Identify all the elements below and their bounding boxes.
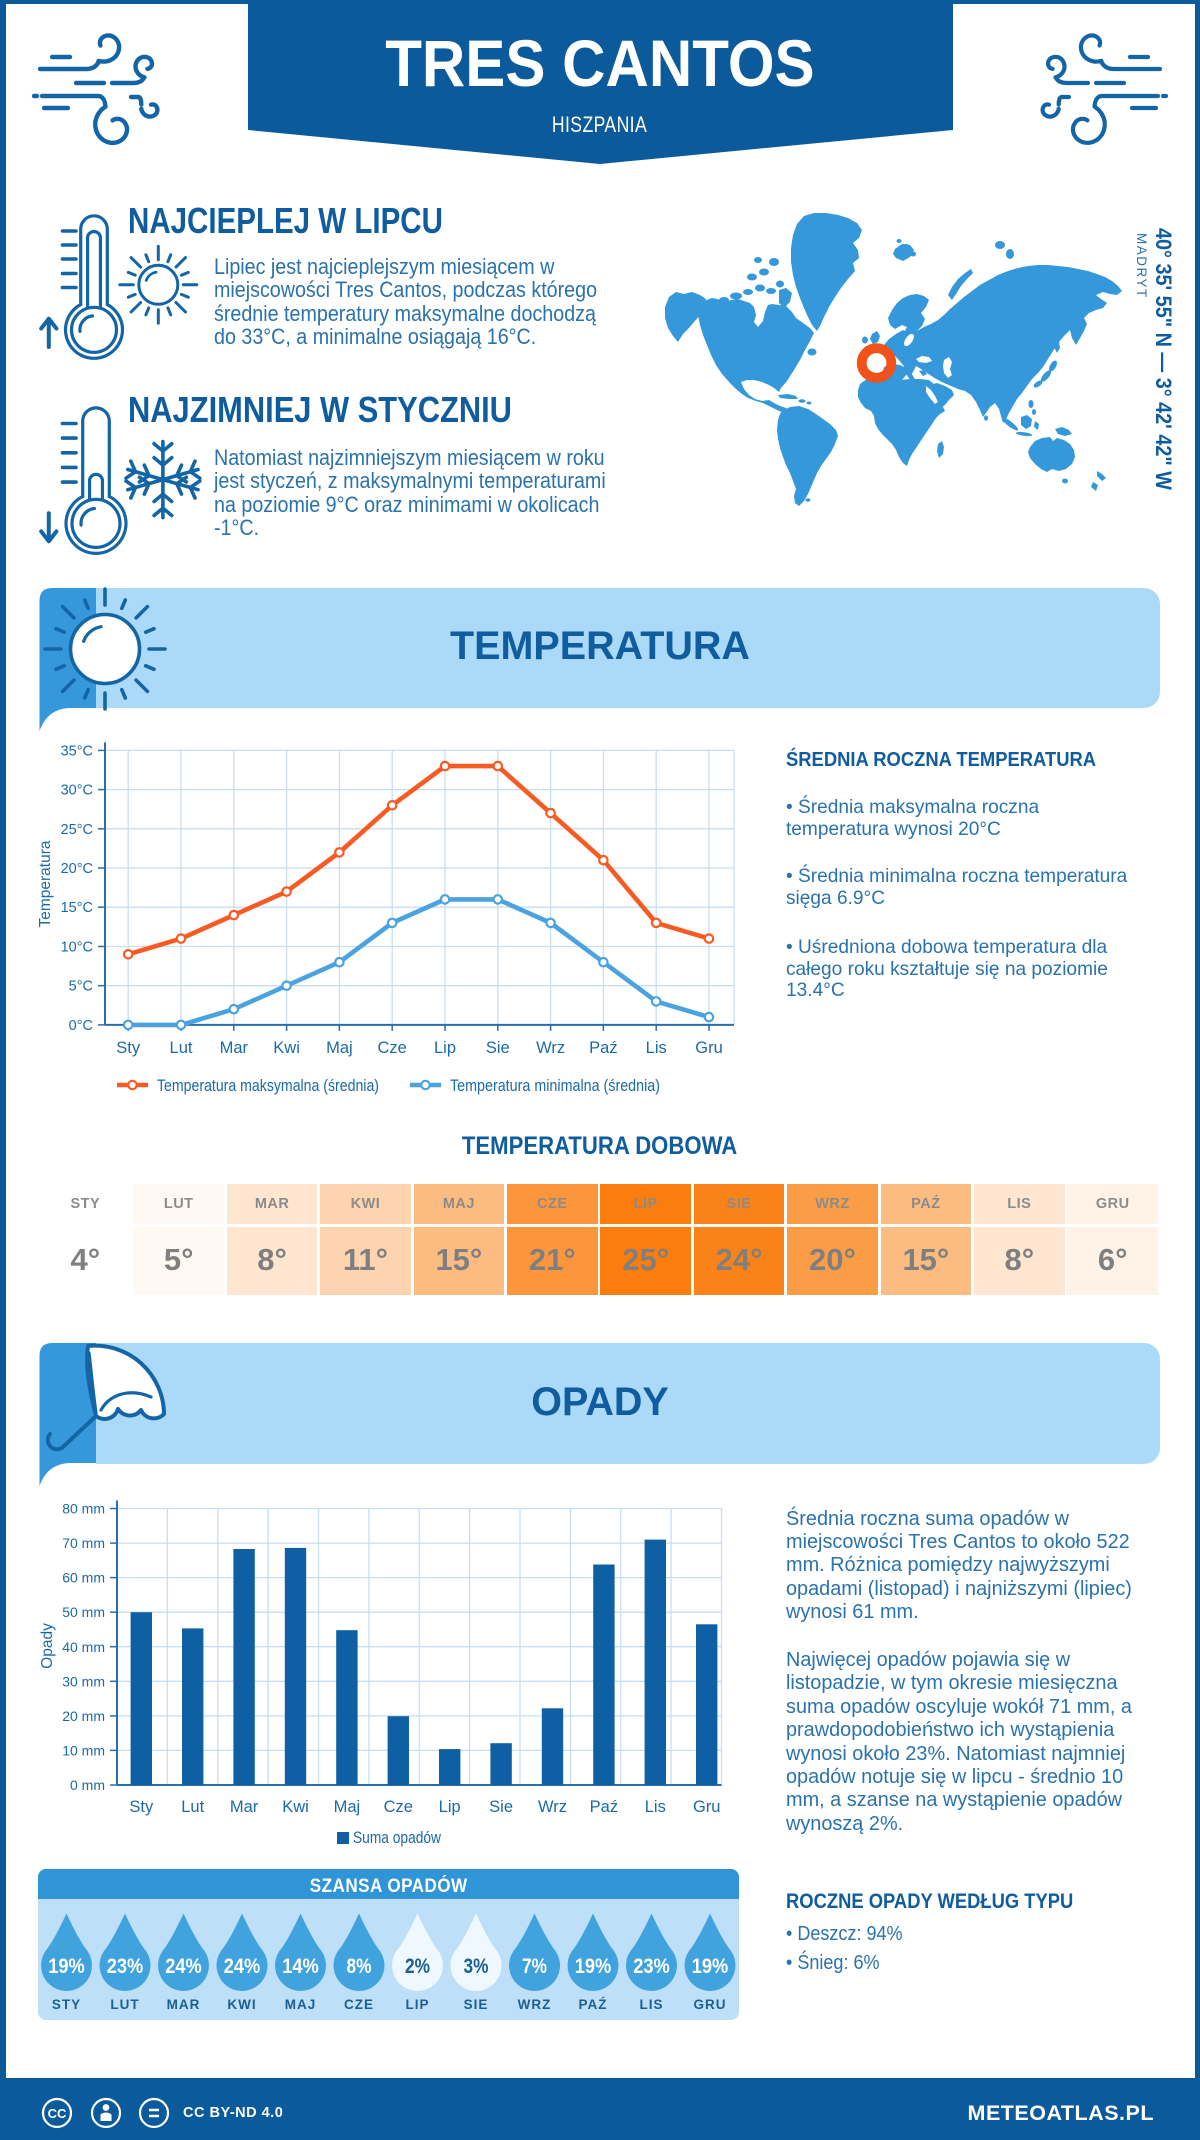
svg-text:Cze: Cze <box>384 1798 413 1816</box>
svg-text:5°C: 5°C <box>69 979 93 995</box>
svg-text:Lut: Lut <box>170 1039 193 1057</box>
svg-text:19%: 19% <box>575 1955 612 1978</box>
svg-text:8%: 8% <box>347 1955 372 1978</box>
svg-text:35°C: 35°C <box>61 743 93 759</box>
svg-text:10°C: 10°C <box>61 940 93 956</box>
svg-text:10 mm: 10 mm <box>62 1742 105 1758</box>
svg-text:Sty: Sty <box>116 1039 141 1057</box>
svg-text:GRU: GRU <box>694 1997 727 2012</box>
svg-text:Sie: Sie <box>489 1798 513 1816</box>
svg-text:Maj: Maj <box>326 1039 353 1057</box>
svg-text:40 mm: 40 mm <box>62 1639 105 1655</box>
svg-text:Suma opadów: Suma opadów <box>353 1828 442 1847</box>
svg-text:LIP: LIP <box>405 1997 429 2012</box>
svg-text:Gru: Gru <box>695 1039 723 1057</box>
svg-text:15°C: 15°C <box>61 900 93 916</box>
svg-text:Wrz: Wrz <box>538 1798 567 1816</box>
svg-text:MAJ: MAJ <box>285 1997 317 2012</box>
svg-text:Mar: Mar <box>220 1039 249 1057</box>
svg-text:Opady: Opady <box>39 1623 56 1669</box>
svg-text:Paź: Paź <box>589 1039 617 1057</box>
svg-text:Mar: Mar <box>230 1798 259 1816</box>
svg-text:50 mm: 50 mm <box>62 1604 105 1620</box>
svg-text:70 mm: 70 mm <box>62 1535 105 1551</box>
svg-text:24%: 24% <box>224 1955 261 1978</box>
svg-text:20°C: 20°C <box>61 861 93 877</box>
svg-text:PAŹ: PAŹ <box>579 1997 608 2012</box>
svg-text:KWI: KWI <box>227 1997 256 2012</box>
svg-text:Sie: Sie <box>486 1039 510 1057</box>
svg-text:14%: 14% <box>282 1955 319 1978</box>
svg-text:Lis: Lis <box>646 1039 667 1057</box>
svg-text:80 mm: 80 mm <box>62 1501 105 1517</box>
svg-text:CC: CC <box>48 2106 67 2121</box>
svg-text:STY: STY <box>52 1997 81 2012</box>
svg-text:LIS: LIS <box>639 1997 663 2012</box>
svg-text:Lis: Lis <box>645 1798 666 1816</box>
svg-text:19%: 19% <box>692 1955 729 1978</box>
svg-text:0°C: 0°C <box>69 1018 93 1034</box>
svg-text:Lut: Lut <box>181 1798 204 1816</box>
svg-text:25°C: 25°C <box>61 822 93 838</box>
svg-text:Lip: Lip <box>439 1798 461 1816</box>
svg-text:30°C: 30°C <box>61 783 93 799</box>
svg-text:MAR: MAR <box>167 1997 201 2012</box>
svg-text:WRZ: WRZ <box>518 1997 552 2012</box>
svg-text:24%: 24% <box>165 1955 202 1978</box>
svg-text:2%: 2% <box>405 1955 430 1978</box>
svg-text:Temperatura: Temperatura <box>37 840 54 927</box>
svg-text:Kwi: Kwi <box>273 1039 300 1057</box>
svg-text:60 mm: 60 mm <box>62 1570 105 1586</box>
svg-text:Maj: Maj <box>334 1798 361 1816</box>
svg-text:Gru: Gru <box>693 1798 721 1816</box>
svg-text:7%: 7% <box>522 1955 547 1978</box>
svg-text:Lip: Lip <box>434 1039 456 1057</box>
svg-text:3%: 3% <box>464 1955 489 1978</box>
svg-text:CZE: CZE <box>344 1997 374 2012</box>
svg-text:Cze: Cze <box>378 1039 407 1057</box>
svg-text:23%: 23% <box>633 1955 670 1978</box>
svg-text:SIE: SIE <box>464 1997 489 2012</box>
svg-text:Sty: Sty <box>129 1798 154 1816</box>
svg-text:Paź: Paź <box>590 1798 618 1816</box>
svg-text:Kwi: Kwi <box>282 1798 309 1816</box>
svg-text:Temperatura maksymalna (średni: Temperatura maksymalna (średnia) <box>157 1076 379 1095</box>
svg-text:30 mm: 30 mm <box>62 1673 105 1689</box>
svg-text:19%: 19% <box>48 1955 85 1978</box>
svg-text:23%: 23% <box>107 1955 144 1978</box>
svg-text:Temperatura minimalna (średnia: Temperatura minimalna (średnia) <box>450 1076 660 1095</box>
svg-text:LUT: LUT <box>110 1997 139 2012</box>
svg-text:0 mm: 0 mm <box>70 1777 105 1793</box>
svg-text:Wrz: Wrz <box>536 1039 565 1057</box>
svg-text:20 mm: 20 mm <box>62 1708 105 1724</box>
